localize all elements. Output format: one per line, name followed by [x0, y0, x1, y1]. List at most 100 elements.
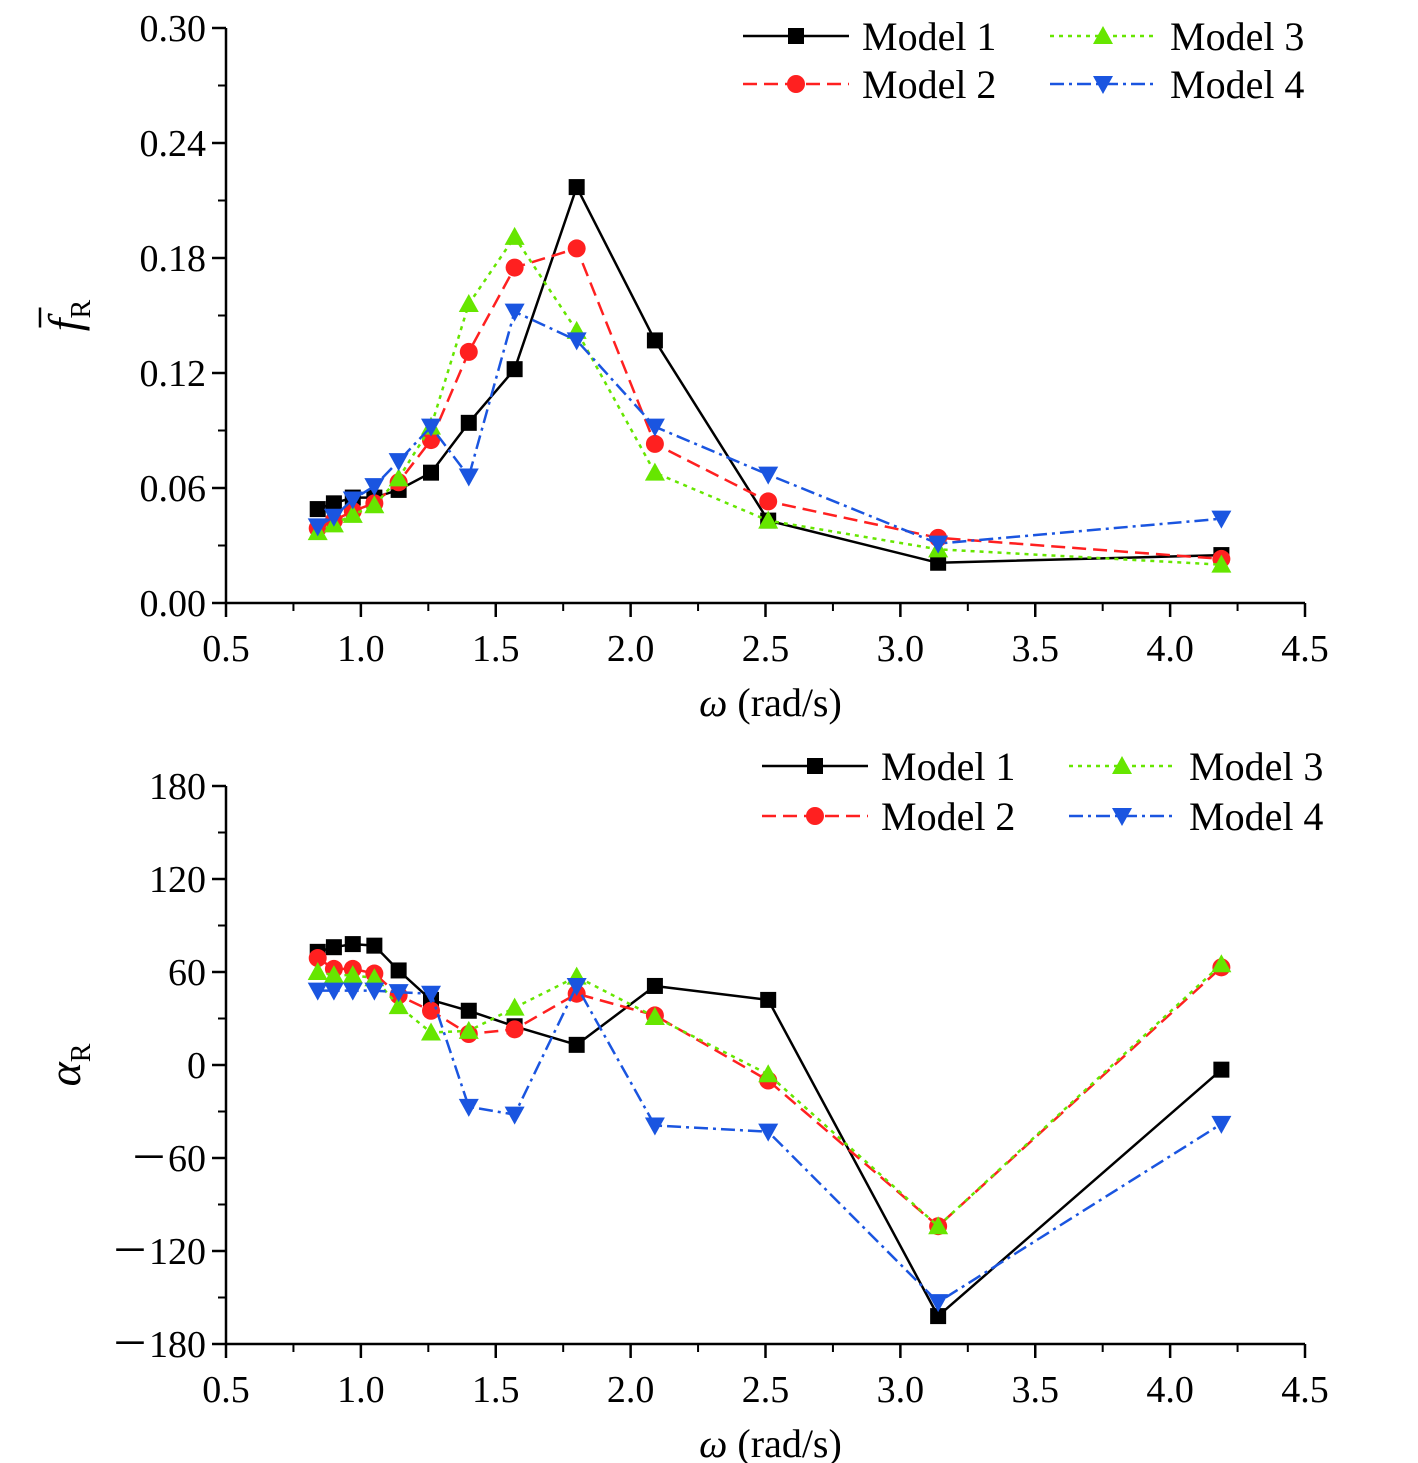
chart-bottom-series-1-point [568, 1036, 585, 1053]
chart-top-series-1-point [646, 332, 663, 349]
chart-bottom-legend-label-2: Model 2 [881, 794, 1015, 839]
chart-bottom-series-4-point [458, 1098, 479, 1117]
chart-top-legend-label-4: Model 4 [1170, 62, 1304, 107]
chart-top-series-4-point [1211, 510, 1232, 529]
chart-top-series-4-point [928, 535, 949, 554]
chart-top-series-2-point [645, 434, 664, 453]
chart-bottom-series-3-point [644, 1006, 665, 1025]
chart-bottom-series-4-point [758, 1123, 779, 1142]
chart-bottom-y-axis-subscript: R [66, 1043, 97, 1062]
chart-bottom-series-3-point [458, 1020, 479, 1039]
chart-top-series-1-point [568, 179, 585, 196]
chart-bottom-y-tick-label: －120 [111, 1231, 206, 1273]
chart-bottom-y-axis-title: αR [39, 1043, 97, 1086]
chart-top-x-axis-title: ω (rad/s) [699, 680, 842, 725]
chart-top-series-4-point [758, 466, 779, 485]
chart-bottom-series-1-point [344, 936, 361, 953]
chart-top-x-tick-label: 1.0 [337, 628, 385, 670]
chart-bottom-series-3-point [504, 997, 525, 1016]
chart-bottom-series-1-point [646, 977, 663, 994]
chart-top-series-1-point [423, 464, 440, 481]
chart-bottom-series-4-line [317, 984, 1223, 1304]
chart-top-series-1-point [309, 501, 326, 518]
chart-bottom-legend-marker-2 [806, 807, 824, 825]
chart-bottom-series-4-point [504, 1106, 525, 1125]
chart-bottom-x-axis-unit: (rad/s) [727, 1421, 841, 1463]
chart-top-series-4-point [458, 468, 479, 487]
chart-top-x-tick-label: 2.0 [607, 628, 655, 670]
chart-top-series-4-point [364, 478, 385, 497]
chart-bottom-y-tick-label: 0 [187, 1045, 206, 1087]
chart-top-series-3-point [644, 462, 665, 481]
chart-top-x-tick-label: 3.5 [1012, 628, 1060, 670]
chart-bottom-series-3-point [928, 1216, 949, 1235]
chart-top-series-1-point [506, 361, 523, 378]
chart-bottom-y-tick-label: －60 [130, 1138, 206, 1180]
chart-top-series-4-point [421, 418, 442, 437]
chart-bottom-series-3-point [323, 965, 344, 984]
chart-bottom-x-tick-label: 3.0 [877, 1369, 925, 1411]
chart-top-y-tick-label: 0.30 [140, 8, 207, 50]
chart-bottom-series-4-point [323, 982, 344, 1001]
chart-bottom-series-4-point [1211, 1115, 1232, 1134]
chart-top-legend-label-3: Model 3 [1170, 14, 1304, 59]
chart-top-x-tick-label: 0.5 [202, 628, 250, 670]
chart-bottom-x-tick-label: 4.0 [1146, 1369, 1194, 1411]
chart-bottom-x-tick-label: 3.5 [1012, 1369, 1060, 1411]
chart-bottom-legend-marker-4 [1112, 808, 1132, 826]
chart-bottom-series-1-point [366, 937, 383, 954]
chart-top-legend-label-2: Model 2 [862, 62, 996, 107]
chart-bottom-series-3-point [421, 1022, 442, 1041]
chart-bottom-y-tick-label: 180 [149, 766, 206, 808]
chart-bottom-series-3-point [758, 1064, 779, 1083]
chart-top-series-4-point [504, 303, 525, 322]
chart-top-legend-marker-2 [787, 75, 805, 93]
chart-top-legend-marker-4 [1093, 76, 1113, 94]
chart-bottom: 0.5 1.0 1.5 2.0 2.5 3.0 3.5 4.0 4.5 －180 －120 －60 0 6… [39, 744, 1329, 1463]
chart-top-legend-label-1: Model 1 [862, 14, 996, 59]
chart-top-series-4-point [323, 508, 344, 527]
chart-top-x-tick-label: 3.0 [877, 628, 925, 670]
chart-top-series-1-point [460, 414, 477, 431]
chart-top-series-2-point [505, 258, 524, 277]
chart-top-y-axis-subscript: R [66, 299, 97, 318]
chart-top-series-2-line [317, 247, 1222, 561]
chart-top-x-tick-label: 4.5 [1281, 628, 1329, 670]
chart-top-series-3-point [758, 510, 779, 529]
chart-bottom-series-1-point [460, 1002, 477, 1019]
chart-top-y-tick-label: 0.06 [140, 468, 207, 510]
chart-top-series-3-point [1211, 554, 1232, 573]
chart-bottom-x-axis-symbol: ω [699, 1421, 727, 1463]
chart-top-y-tick-label: 0.24 [140, 123, 207, 165]
chart-bottom-series-2-point [422, 1001, 441, 1020]
chart-bottom-y-tick-label: 60 [168, 952, 206, 994]
chart-bottom-series-1-point [760, 991, 777, 1008]
chart-top-series-4-point [342, 491, 363, 510]
chart-bottom-series-4-point [421, 985, 442, 1004]
chart-top-series-2-point [459, 342, 478, 361]
chart-bottom-series-4-point [307, 982, 328, 1001]
chart-bottom-series-3-point [307, 962, 328, 980]
chart-top-y-tick-label: 0.00 [140, 583, 207, 625]
chart-bottom-series-4-point [644, 1117, 665, 1136]
chart-top-x-axis-unit: (rad/s) [727, 680, 841, 725]
chart-bottom-x-tick-label: 2.5 [742, 1369, 790, 1411]
chart-top-series-1-point [930, 554, 947, 571]
chart-top-series-2-point [759, 492, 778, 511]
chart-bottom-series-2-point [505, 1020, 524, 1039]
chart-top-legend-marker-3 [1093, 26, 1113, 44]
chart-bottom-legend-label-4: Model 4 [1189, 794, 1323, 839]
chart-bottom-series-4-point [364, 982, 385, 1001]
chart-top-series-2-point [567, 239, 586, 258]
chart-bottom-series-4-point [928, 1294, 949, 1313]
chart-top-y-axis-title: fR [38, 299, 97, 331]
chart-top-x-axis-symbol: ω [699, 680, 727, 725]
chart-bottom-series-1-point [325, 939, 342, 956]
chart-top-series-3-point [364, 495, 385, 514]
chart-bottom-series-1-point [390, 962, 407, 979]
chart-bottom-y-axis-title-text: αR [39, 1043, 97, 1086]
chart-top-series-3-point [458, 294, 479, 312]
chart-bottom-x-tick-label: 1.0 [337, 1369, 385, 1411]
chart-bottom-y-tick-label: －180 [111, 1324, 206, 1366]
